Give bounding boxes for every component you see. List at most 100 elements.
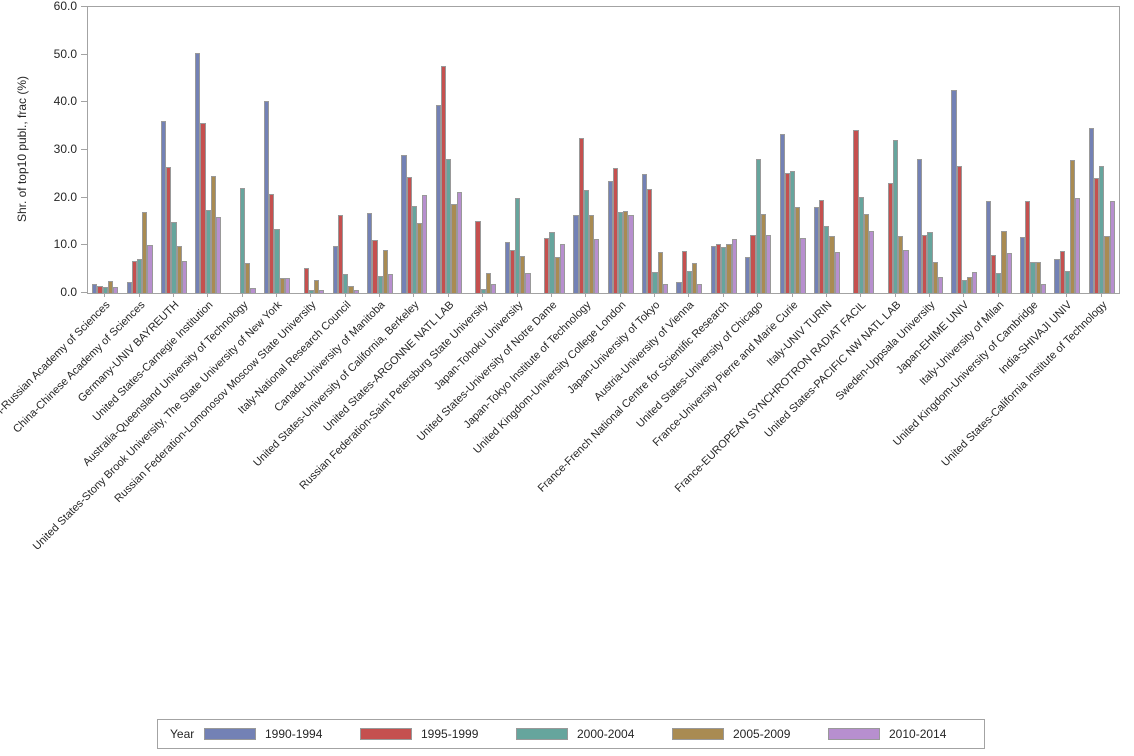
legend-swatch — [828, 728, 880, 740]
x-tick-mark — [1032, 293, 1034, 297]
bar — [367, 212, 373, 293]
bar — [642, 173, 648, 293]
bar — [721, 246, 727, 293]
bar — [1088, 127, 1094, 293]
bar — [1054, 258, 1060, 293]
bar — [996, 272, 1002, 293]
bar — [795, 206, 801, 293]
bar — [898, 236, 904, 293]
bar — [142, 212, 148, 293]
bar — [887, 183, 893, 293]
bar — [372, 239, 378, 293]
bar — [697, 283, 703, 293]
bar — [784, 172, 790, 293]
bar — [195, 52, 201, 293]
y-tick-mark — [81, 196, 87, 198]
bar — [676, 282, 682, 293]
bar — [343, 274, 349, 293]
bar — [435, 105, 442, 293]
bar — [514, 197, 521, 293]
bar — [269, 193, 275, 293]
bar — [559, 243, 565, 293]
bar — [250, 288, 256, 293]
bar — [160, 120, 167, 293]
bar — [686, 271, 692, 293]
bar — [623, 210, 629, 293]
bar — [813, 206, 820, 293]
bar — [990, 255, 997, 293]
bar — [800, 237, 806, 293]
bar — [422, 194, 428, 293]
y-tick-mark — [81, 6, 87, 7]
bar — [456, 191, 462, 293]
bar — [662, 283, 669, 293]
bar — [607, 180, 613, 293]
bar — [171, 221, 177, 293]
bar — [985, 201, 991, 293]
bar — [525, 273, 531, 293]
bar — [102, 286, 108, 293]
y-tick-label: 10.0 — [53, 237, 77, 252]
bar — [966, 276, 973, 293]
legend-swatch — [204, 728, 256, 740]
x-tick-mark — [516, 293, 518, 297]
bar — [731, 238, 737, 293]
bar — [765, 235, 772, 293]
bar — [858, 197, 864, 293]
y-tick-mark — [81, 244, 87, 246]
bar — [176, 246, 182, 293]
bar — [166, 167, 172, 293]
bar — [893, 140, 899, 293]
x-tick-mark — [928, 293, 930, 297]
bar — [216, 216, 222, 293]
bar — [652, 272, 658, 293]
bar — [313, 280, 320, 293]
bar — [332, 246, 338, 293]
bar — [869, 231, 875, 293]
y-tick-label: 40.0 — [53, 94, 77, 109]
bar — [1075, 197, 1081, 293]
bar — [377, 275, 383, 293]
bar — [1006, 252, 1012, 293]
bar — [303, 268, 309, 293]
x-tick-mark — [172, 293, 174, 297]
bar — [583, 190, 589, 293]
y-tick-mark — [81, 292, 87, 293]
bar — [112, 287, 119, 293]
bar — [573, 214, 579, 293]
bar — [210, 175, 217, 293]
legend: Year 1990-1994 1995-1999 2000-2004 2005-200… — [157, 719, 985, 749]
x-tick-mark — [791, 293, 793, 297]
x-tick-mark — [207, 293, 209, 297]
bar — [715, 244, 722, 293]
y-tick-mark — [81, 149, 87, 150]
bar — [972, 272, 978, 293]
bar — [692, 263, 698, 293]
legend-entry-label: 1990-1994 — [265, 727, 323, 741]
legend-entry: 2005-2009 — [672, 727, 828, 741]
plot-area — [87, 6, 1120, 294]
x-tick-mark — [447, 293, 449, 297]
y-tick-label: 60.0 — [53, 0, 77, 13]
bar — [578, 138, 584, 293]
bar — [441, 65, 447, 293]
bar — [853, 129, 859, 293]
bar — [1035, 262, 1041, 293]
bar — [755, 159, 761, 293]
bar — [475, 220, 481, 293]
y-axis-title: Shr. of top10 publ., frac (%) — [15, 75, 29, 223]
bar — [147, 244, 153, 293]
x-tick-mark — [482, 293, 484, 297]
bar — [956, 165, 962, 293]
bar — [829, 236, 835, 293]
bar — [131, 261, 137, 293]
bar — [382, 249, 388, 293]
bar — [819, 200, 825, 293]
legend-swatch — [672, 728, 724, 740]
bar — [401, 155, 407, 293]
bar — [520, 256, 526, 293]
bar — [308, 289, 314, 293]
bar — [824, 226, 830, 293]
legend-entry: 2010-2014 — [828, 727, 984, 741]
bar — [480, 289, 486, 293]
